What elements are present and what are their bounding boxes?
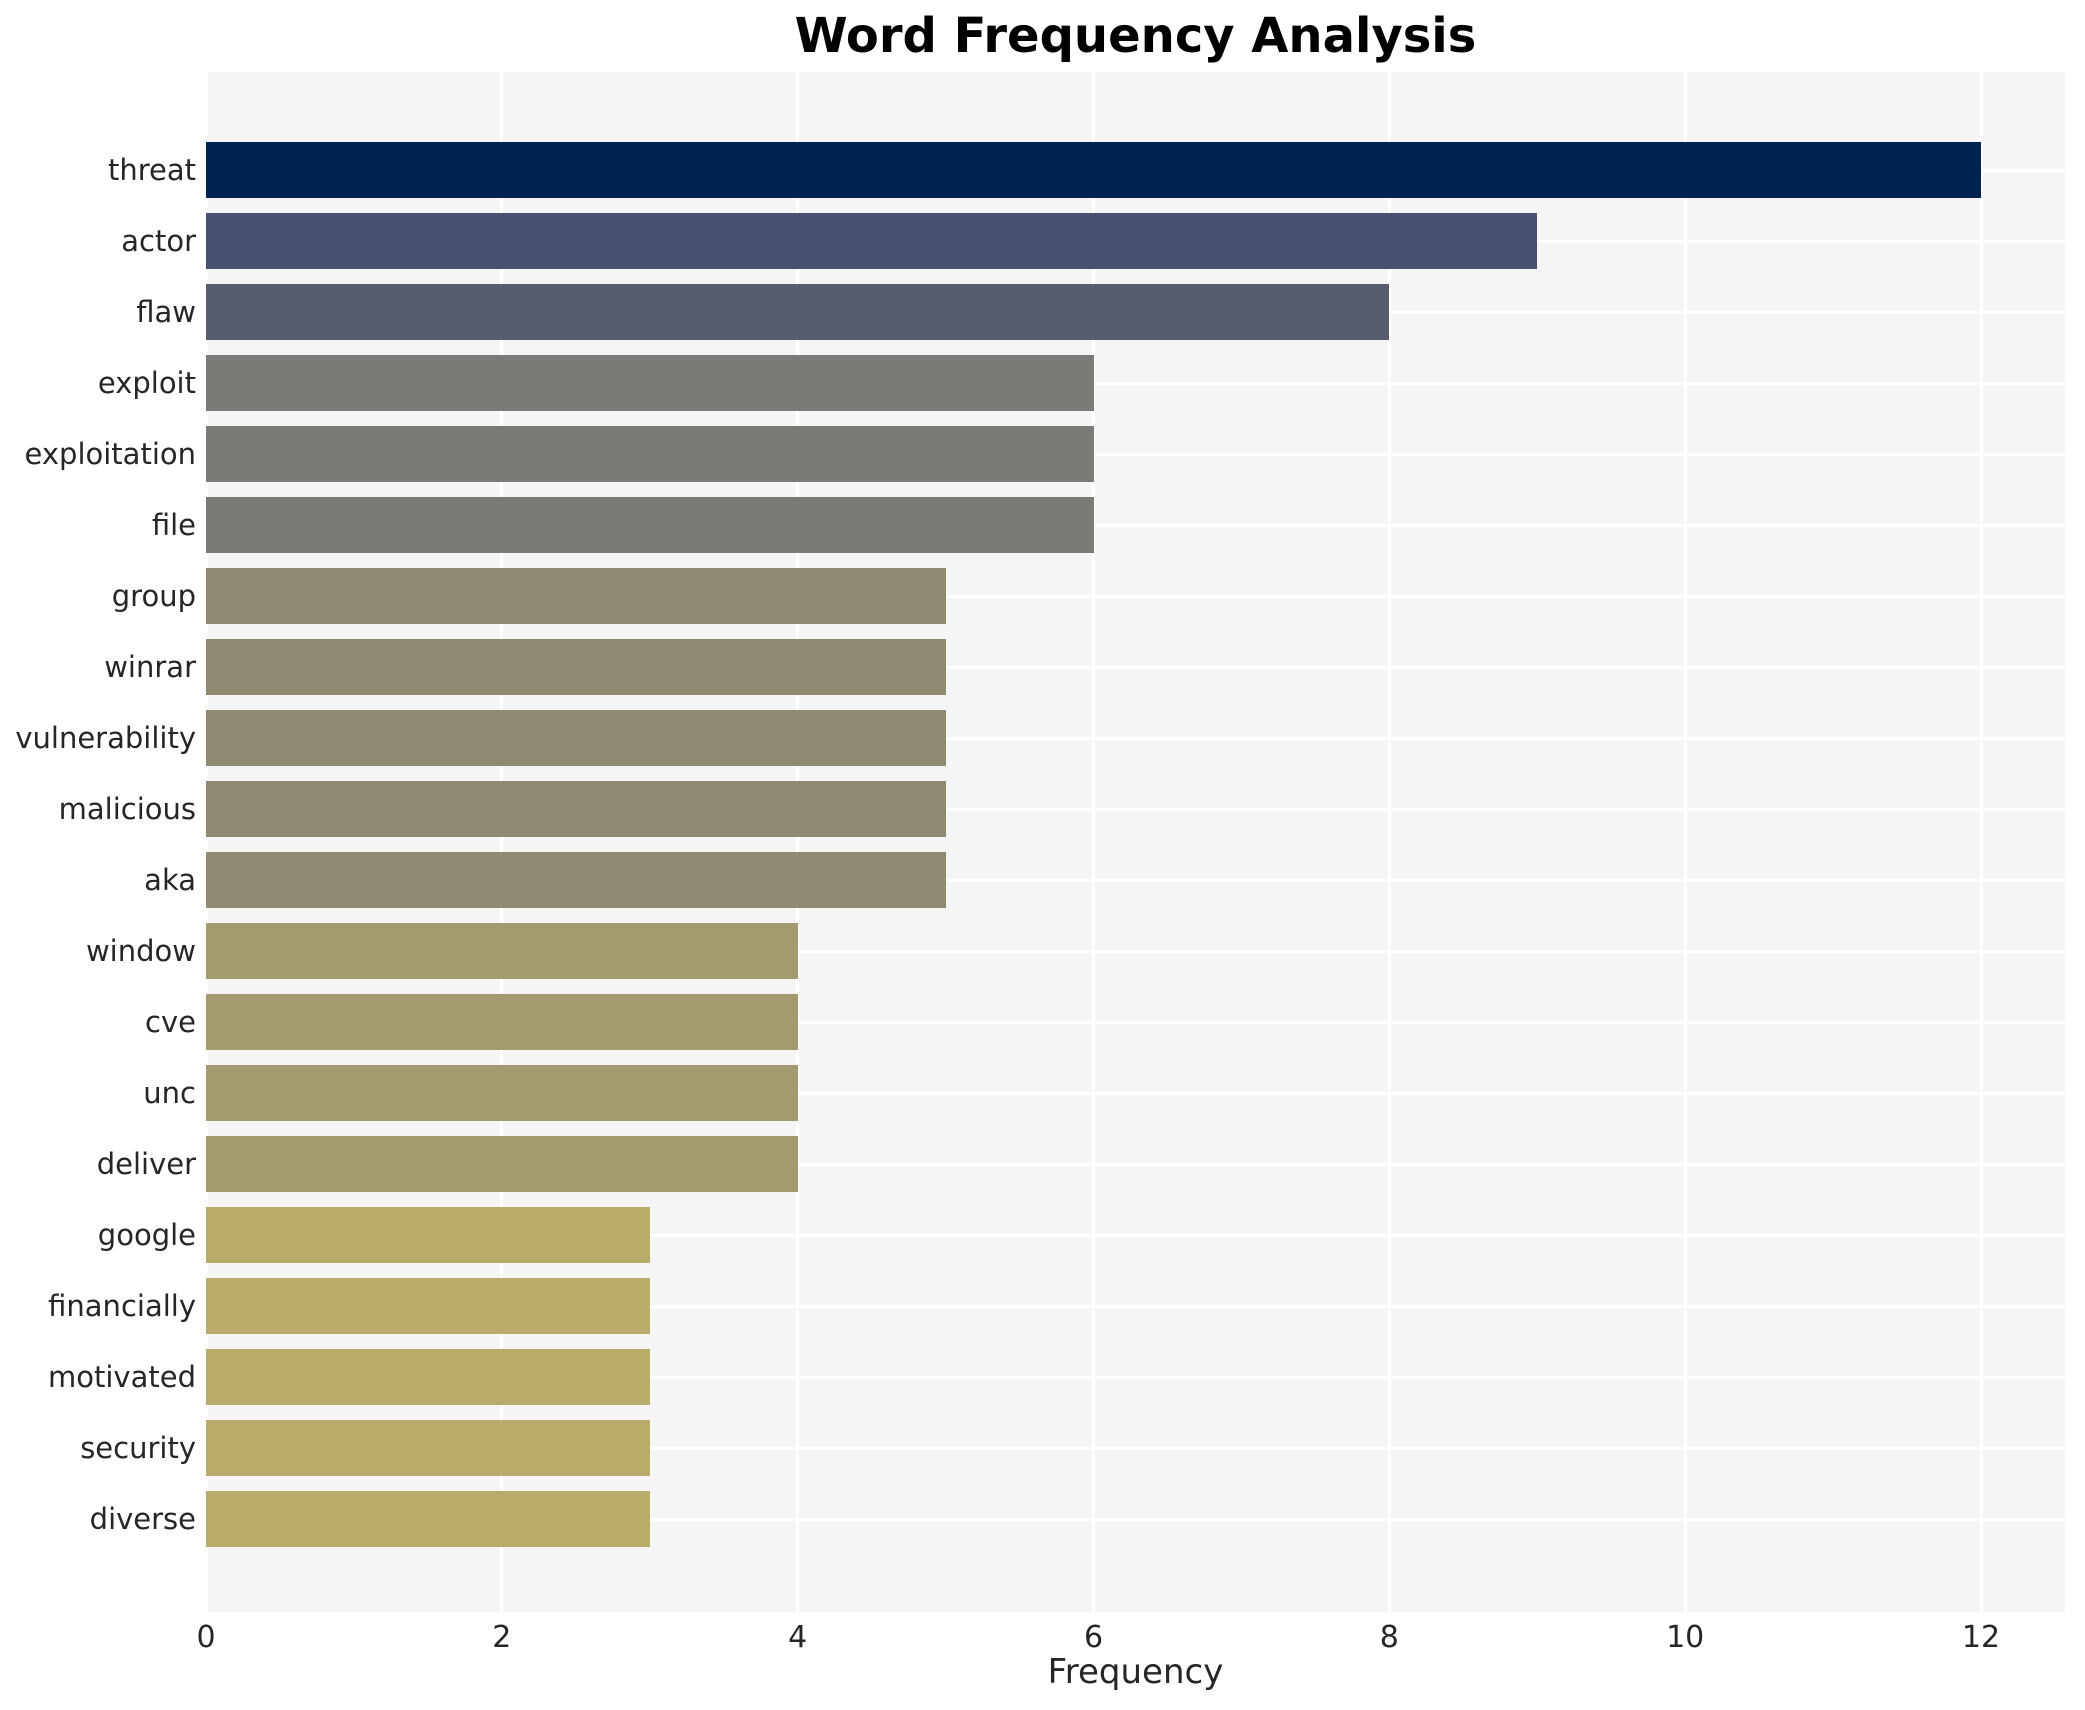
gridline-horizontal xyxy=(206,1304,2065,1308)
y-tick-label: actor xyxy=(121,224,196,258)
gridline-horizontal xyxy=(206,878,2065,882)
bar-deliver xyxy=(206,1136,798,1192)
gridline-horizontal xyxy=(206,381,2065,385)
y-tick-label: security xyxy=(80,1431,196,1465)
gridline-vertical xyxy=(500,72,504,1612)
bar-diverse xyxy=(206,1491,650,1547)
gridline-horizontal xyxy=(206,736,2065,740)
x-tick-label: 8 xyxy=(1379,1620,1399,1655)
bar-motivated xyxy=(206,1349,650,1405)
bar-window xyxy=(206,923,798,979)
gridline-horizontal xyxy=(206,452,2065,456)
x-tick-label: 4 xyxy=(788,1620,808,1655)
bar-vulnerability xyxy=(206,710,946,766)
y-tick-label: motivated xyxy=(48,1360,196,1394)
gridline-vertical xyxy=(796,72,800,1612)
bar-flaw xyxy=(206,284,1390,340)
gridline-horizontal xyxy=(206,807,2065,811)
gridline-vertical xyxy=(1092,72,1095,1612)
y-tick-label: financially xyxy=(48,1289,196,1323)
x-tick-label: 6 xyxy=(1083,1620,1104,1655)
gridline-horizontal xyxy=(206,594,2065,598)
bar-exploit xyxy=(206,355,1094,411)
gridline-horizontal xyxy=(206,1375,2065,1379)
y-tick-label: file xyxy=(151,508,196,542)
bar-unc xyxy=(206,1065,798,1121)
bar-google xyxy=(206,1207,650,1263)
y-tick-label: group xyxy=(111,579,196,613)
bar-threat xyxy=(206,142,1981,198)
gridline-horizontal xyxy=(206,1446,2065,1450)
y-tick-label: unc xyxy=(143,1076,196,1110)
y-tick-label: window xyxy=(85,934,196,968)
bar-financially xyxy=(206,1278,650,1334)
x-tick-label: 0 xyxy=(196,1620,216,1655)
y-tick-label: exploit xyxy=(97,366,196,400)
gridline-vertical xyxy=(1387,72,1391,1612)
x-axis-label: Frequency xyxy=(1047,1652,1224,1692)
gridline-vertical xyxy=(1979,72,1983,1612)
y-tick-label: deliver xyxy=(96,1147,196,1181)
bar-malicious xyxy=(206,781,946,837)
gridline-horizontal xyxy=(206,949,2065,953)
gridline-vertical xyxy=(1683,72,1687,1612)
gridline-horizontal xyxy=(206,1020,2065,1024)
y-tick-label: winrar xyxy=(104,650,196,684)
bar-actor xyxy=(206,213,1538,269)
bar-exploitation xyxy=(206,426,1094,482)
y-tick-label: diverse xyxy=(89,1502,196,1536)
plot-area xyxy=(204,72,2065,1612)
x-tick-label: 2 xyxy=(492,1620,512,1655)
gridline-horizontal xyxy=(206,665,2065,669)
bar-file xyxy=(206,497,1094,553)
y-tick-label: exploitation xyxy=(24,437,196,471)
bar-group xyxy=(206,568,946,624)
gridline-horizontal xyxy=(206,523,2065,527)
gridline-horizontal xyxy=(206,1517,2065,1521)
y-tick-label: malicious xyxy=(58,792,196,826)
gridline-horizontal xyxy=(206,1162,2065,1166)
y-tick-label: vulnerability xyxy=(15,721,196,755)
bar-aka xyxy=(206,852,946,908)
bar-security xyxy=(206,1420,650,1476)
x-tick-label: 12 xyxy=(1961,1620,2001,1655)
bar-winrar xyxy=(206,639,946,695)
gridline-vertical xyxy=(204,72,208,1612)
y-tick-label: cve xyxy=(145,1005,196,1039)
bar-cve xyxy=(206,994,798,1050)
y-tick-label: flaw xyxy=(136,295,196,329)
y-tick-label: aka xyxy=(144,863,196,897)
gridline-horizontal xyxy=(206,1233,2065,1237)
y-tick-label: threat xyxy=(107,153,196,187)
chart-title: Word Frequency Analysis xyxy=(794,8,1477,64)
x-tick-label: 10 xyxy=(1666,1620,1705,1655)
y-tick-label: google xyxy=(97,1218,196,1252)
gridline-horizontal xyxy=(206,1091,2065,1095)
